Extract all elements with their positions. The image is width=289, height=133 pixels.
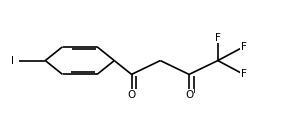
Text: F: F [241,42,247,52]
Text: F: F [241,69,247,79]
Text: I: I [11,56,14,66]
Text: F: F [215,33,221,43]
Text: O: O [127,90,136,100]
Text: O: O [185,90,193,100]
